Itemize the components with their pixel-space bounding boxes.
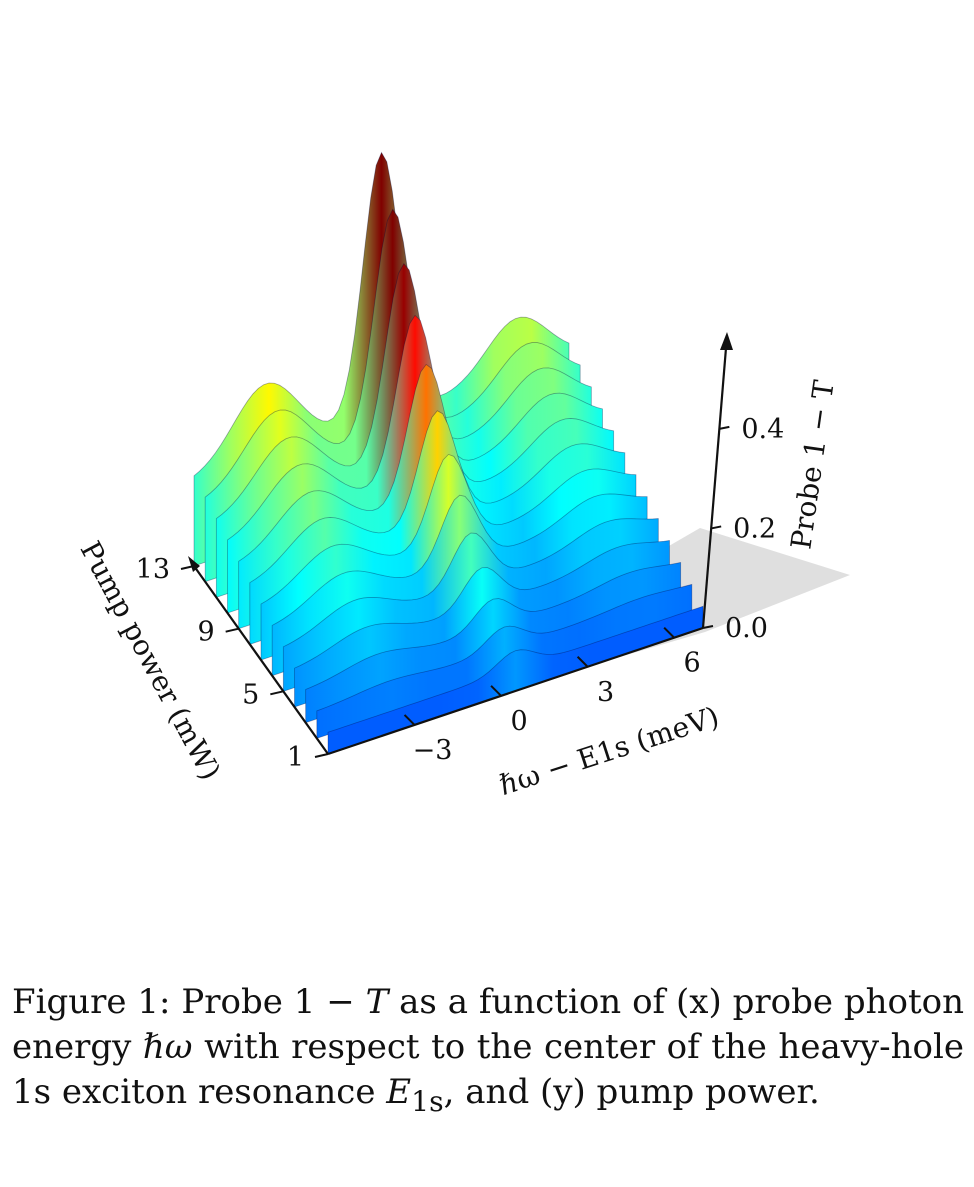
x-tick-mark [403,714,416,726]
y-tick-mark [225,627,239,633]
caption-var-t: T [365,982,389,1022]
caption-text-b: as a function of (x) probe photon energy [12,982,964,1067]
z-tick-label: 0.4 [741,414,784,445]
x-tick-label: 6 [684,648,701,679]
y-tick-label: 13 [136,554,170,585]
x-axis-title: ℏω − E1s (meV) [495,700,723,802]
y-tick-label: 9 [197,617,214,648]
y-tick-label: 5 [242,679,259,710]
z-axis-title: Probe 1 − T [784,378,840,551]
z-ticks: 0.0 0.2 0.4 [702,414,784,644]
z-axis-line [701,347,728,629]
z-tick-label: 0.0 [725,613,768,644]
z-tick-label: 0.2 [733,513,776,544]
figure-caption: Figure 1: Probe 1 − T as a function of (… [12,980,964,1124]
x-tick-label: 0 [510,706,527,737]
y-tick-label: 1 [287,742,304,773]
y-tick-mark [270,690,284,696]
y-tick-mark [180,565,195,570]
surface-slice-1mw [327,605,704,755]
caption-text-d: , and (y) pump power. [443,1072,820,1112]
y-axis-arrow [188,556,200,572]
x-tick-mark [663,626,675,639]
x-tick-label: −3 [413,735,453,766]
caption-text-a: Probe 1 − [170,982,366,1022]
x-tick-label: 3 [597,677,614,708]
caption-label: Figure 1: [12,982,171,1022]
caption-text-c: with respect to the center of the heavy-… [12,1027,964,1112]
caption-var-e: E [386,1072,412,1112]
y-tick-mark [314,753,329,758]
y-ticks: 1 59 13 [136,554,329,773]
z-tick-mark [710,525,722,530]
x-tick-mark [576,656,589,668]
z-axis-arrow [720,332,733,350]
caption-var-hw: ℏω [142,1027,193,1067]
z-tick-mark [702,625,714,629]
x-ticks: −3 0 3 6 [403,626,701,766]
caption-var-e-sub: 1s [411,1084,444,1118]
x-axis-line [327,626,704,756]
surface-slices [193,151,704,755]
x-tick-mark [490,685,502,697]
z-tick-mark [719,425,730,430]
y-axis-line [193,565,329,755]
